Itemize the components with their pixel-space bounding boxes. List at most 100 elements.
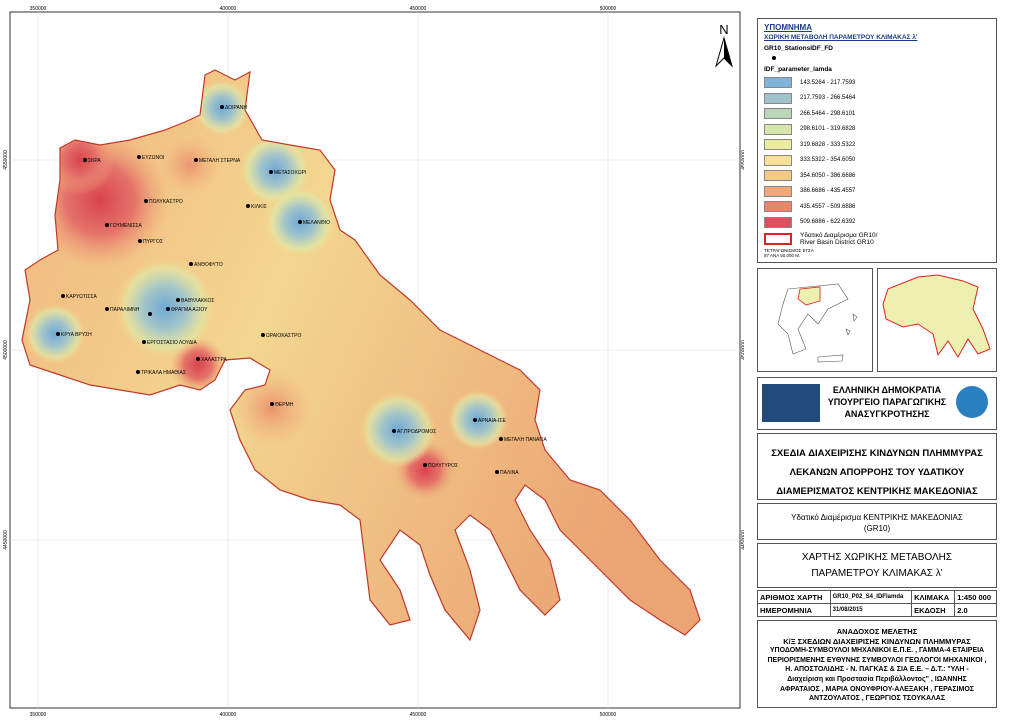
stations-layer: GR10_StationsIDF_FD xyxy=(764,45,833,52)
district-line: Υδατικό Διαμέρισμα ΚΕΝΤΡΙΚΗΣ ΜΑΚΕΔΟΝΙΑΣ xyxy=(791,513,963,522)
boundary-entry: Υδατικό Διαμέρισμα GR10/River Basin Dist… xyxy=(764,232,990,246)
station-label: ΚΡΥΑ ΒΡΥΣΗ xyxy=(61,332,92,338)
table-cell: 2.0 xyxy=(954,603,997,617)
x-coord-label: 500000 xyxy=(600,6,617,12)
station xyxy=(136,370,140,374)
station-label: ΑΓ.ΠΡΟΔΡΟΜΟΣ xyxy=(397,429,436,435)
legend-label: 319.6828 - 333.5322 xyxy=(800,141,856,148)
station xyxy=(61,294,65,298)
legend-entry: 319.6828 - 333.5322 xyxy=(764,137,990,153)
agency-logo xyxy=(956,386,988,418)
inset-greece xyxy=(757,268,873,372)
legend-label: 435.4557 - 509.6886 xyxy=(800,203,856,210)
y-coord-label: 4450000 xyxy=(3,530,9,550)
legend-entry: 354.6050 - 386.6686 xyxy=(764,168,990,184)
station-label: ΠΑΛΙΝΑ xyxy=(500,470,519,476)
station-label: ΠΟΛΥΚΑΣΤΡΟ xyxy=(149,199,183,205)
table-row: ΗΜΕΡΟΜΗΝΙΑ 31/08/2015 ΕΚΔΟΣΗ 2.0 xyxy=(757,603,997,617)
station xyxy=(56,332,60,336)
legend-swatch xyxy=(764,77,792,89)
station xyxy=(138,239,142,243)
station-label: ΜΕΓΑΛΗ ΣΤΕΡΝΑ xyxy=(199,158,241,164)
table-cell: ΚΛΙΜΑΚΑ xyxy=(911,590,956,604)
north-label: N xyxy=(719,22,728,37)
north-arrow: N xyxy=(714,22,734,68)
legend-entry: 217.7593 - 266.5464 xyxy=(764,91,990,107)
x-coord-label: 350000 xyxy=(30,712,47,718)
station xyxy=(499,437,503,441)
station xyxy=(194,158,198,162)
ministry-line: ΥΠΟΥΡΓΕΙΟ ΠΑΡΑΓΩΓΙΚΗΣ xyxy=(827,397,947,407)
y-coord-label: 4550000 xyxy=(3,150,9,170)
y-coord-label: 4450000 xyxy=(741,530,744,550)
station-label: ΒΑΘΥΛΑΚΚΟΣ xyxy=(181,298,214,304)
stations: ΔΟΙΡΑΝΗ ΕΥΖΩΝΟΙ ΜΕΓΑΛΗ ΣΤΕΡΝΑ ΣΚΡΑ ΜΕΤΑΣΟΧΩΡ… xyxy=(56,105,548,476)
boundary-label: Υδατικό Διαμέρισμα GR10/ xyxy=(800,232,878,239)
station xyxy=(473,418,477,422)
legend-entry: 509.6886 - 622.6392 xyxy=(764,215,990,231)
station xyxy=(261,333,265,337)
legend-entry: 266.5464 - 298.6101 xyxy=(764,106,990,122)
legend-label: 354.6050 - 386.6686 xyxy=(800,172,856,179)
legend-label: 298.6101 - 319.6828 xyxy=(800,126,856,133)
legend-classes: 143.5264 - 217.7593 217.7593 - 266.5464 26… xyxy=(764,75,990,230)
contractor-line: ΑΦΡΑΤΑΙΟΣ , ΜΑΡΙΑ ΟΝΟΥΦΡΙΟΥ-ΑΛΕΞΑΚΗ , ΓΕ… xyxy=(780,685,974,693)
station xyxy=(137,155,141,159)
table-cell: 31/08/2015 xyxy=(829,603,913,617)
legend-entry: 333.5322 - 354.6050 xyxy=(764,153,990,169)
station-label: ΜΕΛΑΝΘΙΟ xyxy=(303,220,330,226)
x-coord-label: 400000 xyxy=(220,6,237,12)
x-coord-label: 500000 xyxy=(600,712,617,718)
inset-region xyxy=(877,268,997,372)
legend-label: 143.5264 - 217.7593 xyxy=(800,79,856,86)
ministry-line: ΕΛΛΗΝΙΚΗ ΔΗΜΟΚΡΑΤΙΑ xyxy=(832,385,942,395)
legend-swatch xyxy=(764,154,792,166)
station xyxy=(196,357,200,361)
station xyxy=(105,307,109,311)
legend-label: 217.7593 - 266.5464 xyxy=(800,95,856,102)
boundary-label: River Basin District GR10 xyxy=(800,239,874,246)
y-coord-label: 4500000 xyxy=(3,340,9,360)
station-label: ΓΟΥΜΕΝΙΣΣΑ xyxy=(110,223,142,229)
legend-label: 266.5464 - 298.6101 xyxy=(800,110,856,117)
legend-swatch xyxy=(764,123,792,135)
station-label: ΩΡΑΙΟΚΑΣΤΡΟ xyxy=(266,333,301,339)
legend-swatch xyxy=(764,139,792,151)
legend-swatch xyxy=(764,170,792,182)
station-label: ΕΥΖΩΝΟΙ xyxy=(142,155,164,161)
contractor-block: ΑΝΑΔΟΧΟΣ ΜΕΛΕΤΗΣ Κ/Ξ ΣΧΕΔΙΩΝ ΔΙΑΧΕΙΡΙΣΗΣ … xyxy=(757,620,997,708)
station-label: ΜΕΤΑΣΟΧΩΡΙ xyxy=(274,170,306,176)
raster-layer: IDF_parameter_lamda xyxy=(764,66,832,73)
project-line: ΛΕΚΑΝΩΝ ΑΠΟΡΡΟΗΣ ΤΟΥ ΥΔΑΤΙΚΟΥ xyxy=(789,467,965,478)
legend-entry: 435.4557 - 509.6886 xyxy=(764,199,990,215)
station-label: ΠΑΡΑΛΙΜΝΗ xyxy=(110,307,140,313)
contractor-line: ΑΝΤΖΟΥΛΑΤΟΣ , ΓΕΩΡΓΙΟΣ ΤΣΟΥΚΑΛΑΣ xyxy=(808,695,946,703)
legend-entry: 143.5264 - 217.7593 xyxy=(764,75,990,91)
project-line: ΔΙΑΜΕΡΙΣΜΑΤΟΣ ΚΕΝΤΡΙΚΗΣ ΜΑΚΕΔΟΝΙΑΣ xyxy=(776,486,978,497)
station xyxy=(220,105,224,109)
map-title-line: ΠΑΡΑΜΕΤΡΟΥ ΚΛΙΜΑΚΑΣ λ' xyxy=(811,568,943,579)
x-coord-label: 450000 xyxy=(410,6,427,12)
legend-label: 333.5322 - 354.6050 xyxy=(800,157,856,164)
station-label: ΠΟΛΥΓΥΡΟΣ xyxy=(428,463,458,469)
boundary-symbol xyxy=(764,233,792,245)
legend: ΥΠΟΜΝΗΜΑ ΧΩΡΙΚΗ ΜΕΤΑΒΟΛΗ ΠΑΡΑΜΕΤΡΟΥ ΚΛΙΜ… xyxy=(757,18,997,263)
legend-swatch xyxy=(764,92,792,104)
station xyxy=(298,220,302,224)
station xyxy=(270,402,274,406)
map-title-block: ΧΑΡΤΗΣ ΧΩΡΙΚΗΣ ΜΕΤΑΒΟΛΗΣ ΠΑΡΑΜΕΤΡΟΥ ΚΛΙΜ… xyxy=(757,543,997,588)
contractor-line: Διαχείριση και Προστασία Περιβάλλοντος" … xyxy=(787,675,967,683)
legend-entry: 298.6101 - 319.6828 xyxy=(764,122,990,138)
station xyxy=(269,170,273,174)
station-label: ΦΡΑΓΜΑ ΑΞΙΟΥ xyxy=(171,307,208,313)
contractor-line: Η. ΑΠΟΣΤΟΛΙΔΗΣ - Ν. ΠΑΓΚΑΣ & ΣΙΑ Ε.Ε. – … xyxy=(785,666,969,674)
project-line: ΣΧΕΔΙΑ ΔΙΑΧΕΙΡΙΣΗΣ ΚΙΝΔΥΝΩΝ ΠΛΗΜΜΥΡΑΣ xyxy=(771,448,983,459)
legend-entry: 386.6686 - 435.4557 xyxy=(764,184,990,200)
legend-label: 509.6886 - 622.6392 xyxy=(800,219,856,226)
station-label: ΠΥΡΓΟΣ xyxy=(143,239,163,245)
legend-title: ΧΩΡΙΚΗ ΜΕΤΑΒΟΛΗ ΠΑΡΑΜΕΤΡΟΥ ΚΛΙΜΑΚΑΣ λ' xyxy=(764,34,918,41)
legend-heading: ΥΠΟΜΝΗΜΑ xyxy=(764,23,812,32)
legend-swatch xyxy=(764,108,792,120)
contractor-line: Κ/Ξ ΣΧΕΔΙΩΝ ΔΙΑΧΕΙΡΙΣΗΣ ΚΙΝΔΥΝΩΝ ΠΛΗΜΜΥΡ… xyxy=(783,636,971,646)
station xyxy=(495,470,499,474)
